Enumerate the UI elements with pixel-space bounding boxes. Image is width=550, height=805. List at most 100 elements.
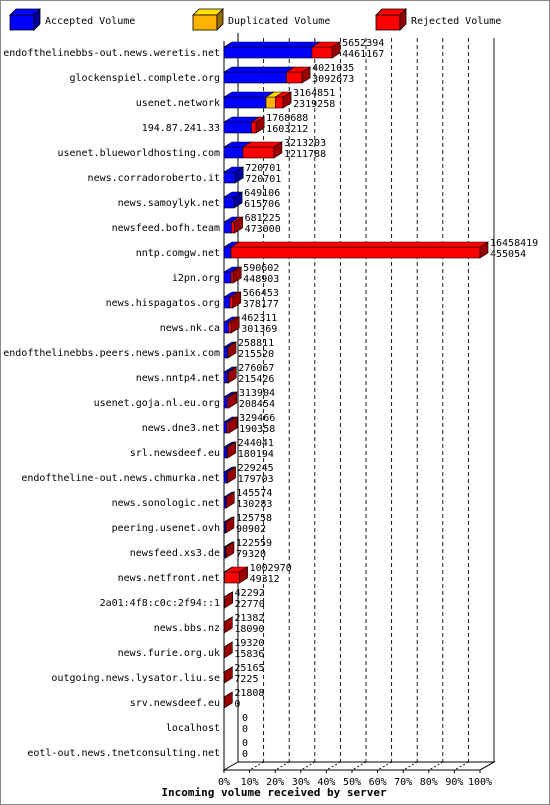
bar-segment xyxy=(223,71,287,84)
server-name: usenet.goja.nl.eu.org xyxy=(94,398,220,409)
value-label-total: 1002970 xyxy=(250,563,292,574)
server-name: 194.87.241.33 xyxy=(142,123,220,134)
grid-floor-line xyxy=(351,761,367,771)
legend: Accepted Volume Duplicated Volume Rejected… xyxy=(9,8,501,31)
value-label-accepted: 448903 xyxy=(243,274,279,285)
bar-segment-side xyxy=(224,591,233,609)
bar-segment-top xyxy=(230,241,490,248)
value-label-accepted: 79320 xyxy=(236,549,266,560)
value-label-total: 649106 xyxy=(244,188,280,199)
server-name: localhost xyxy=(166,723,220,734)
server-name: endoftheline-out.news.chmurka.net xyxy=(21,473,220,484)
server-name: usenet.network xyxy=(136,98,220,109)
server-name: news.nntp4.net xyxy=(136,373,220,384)
bar-segment-side xyxy=(224,666,233,684)
bar-segment-side xyxy=(230,316,240,334)
value-label-accepted: 208454 xyxy=(239,399,275,410)
grid-floor-line xyxy=(428,761,444,771)
server-name: srv.newsdeef.eu xyxy=(130,698,220,709)
value-label-total: 21382 xyxy=(234,613,264,624)
bar-segment xyxy=(223,246,232,259)
bar-segment xyxy=(223,46,313,59)
server-name: usenet.blueworldhosting.com xyxy=(57,148,220,159)
value-label-accepted: 90902 xyxy=(236,524,266,535)
value-label-accepted: 301369 xyxy=(241,324,277,335)
value-label-total: 125758 xyxy=(236,513,272,524)
value-label-total: 313904 xyxy=(239,388,275,399)
bar-segment-side xyxy=(227,466,236,484)
bar-segment xyxy=(223,471,228,484)
value-label-accepted: 49312 xyxy=(250,574,280,585)
value-label-total: 590602 xyxy=(243,263,279,274)
value-label-accepted: 3092673 xyxy=(312,74,354,85)
bar-segment xyxy=(223,221,232,234)
grid-floor-line xyxy=(300,761,316,771)
x-tick-label: 60% xyxy=(369,777,387,788)
grid-floor-line xyxy=(479,761,495,771)
x-tick-label: 80% xyxy=(420,777,438,788)
bar-segment xyxy=(229,296,234,309)
bar-segment-side xyxy=(232,266,242,284)
value-label-accepted: 473000 xyxy=(245,224,281,235)
value-label-total: 145574 xyxy=(236,488,272,499)
value-label-accepted: 455054 xyxy=(490,249,526,260)
value-label-accepted: 1211788 xyxy=(284,149,326,160)
server-name: news.bbs.nz xyxy=(154,623,220,634)
x-axis-ticks: 0% 10% 20% 30% 40% 50% 60% 70% 80% 90% 100% xyxy=(218,770,492,788)
bar-segment-side xyxy=(331,41,341,59)
bar-segment xyxy=(275,96,284,109)
value-label-total: 566453 xyxy=(243,288,279,299)
bar-segment-top xyxy=(222,91,276,98)
grid-floor-line xyxy=(326,761,341,771)
bar-segment xyxy=(223,446,228,459)
bar-segment xyxy=(223,196,235,209)
value-label-total: 42292 xyxy=(235,588,265,599)
legend-swatch xyxy=(375,14,401,31)
value-label-accepted: 179703 xyxy=(238,474,274,485)
value-label-total: 462311 xyxy=(241,313,277,324)
bar-segment xyxy=(223,96,267,109)
grid-floor-line xyxy=(249,761,264,771)
value-label-total: 244041 xyxy=(238,438,274,449)
bar-segment-side xyxy=(227,341,237,359)
value-label-total: 1768688 xyxy=(266,113,308,124)
bar-segment-side xyxy=(234,216,243,234)
bar-segment xyxy=(223,421,228,434)
server-name: i2pn.org xyxy=(172,273,220,284)
value-label-total: 0 xyxy=(242,713,248,724)
value-label-total: 720701 xyxy=(245,163,281,174)
value-label-total: 122559 xyxy=(236,538,272,549)
bar-segment-side xyxy=(233,191,243,209)
x-tick-label: 30% xyxy=(292,777,310,788)
value-label-total: 21808 xyxy=(234,688,264,699)
value-label-accepted: 215520 xyxy=(238,349,274,360)
bar-segment xyxy=(223,121,252,134)
bar-segment-side xyxy=(224,616,233,634)
value-label-accepted: 615706 xyxy=(244,199,280,210)
server-name: news.dne3.net xyxy=(142,423,220,434)
value-label-accepted: 2319258 xyxy=(293,99,335,110)
server-name: srl.newsdeef.eu xyxy=(130,448,220,459)
bar-segment xyxy=(228,321,232,334)
value-label-accepted: 378177 xyxy=(243,299,279,310)
legend-swatch-side xyxy=(216,8,224,31)
bar-segment xyxy=(223,371,228,384)
bar-segment xyxy=(224,571,240,584)
value-label-total: 25165 xyxy=(234,663,264,674)
value-label-total: 3213203 xyxy=(284,138,326,149)
bar-segment-side xyxy=(234,166,244,184)
server-name: news.hispagatos.org xyxy=(106,298,220,309)
bar-segment xyxy=(251,121,257,134)
bar-segment xyxy=(223,346,228,359)
value-label-accepted: 18090 xyxy=(234,624,264,635)
value-label-total: 681225 xyxy=(245,213,281,224)
value-label-accepted: 0 xyxy=(234,699,240,710)
bar-segment-side xyxy=(224,691,233,709)
value-label-accepted: 180194 xyxy=(238,449,274,460)
grid-floor-line xyxy=(274,761,290,771)
bar-segment-side xyxy=(225,491,235,509)
server-name: news.samoylyk.net xyxy=(118,198,220,209)
server-name: nntp.comgw.net xyxy=(136,248,220,259)
bar-segment xyxy=(223,321,229,334)
